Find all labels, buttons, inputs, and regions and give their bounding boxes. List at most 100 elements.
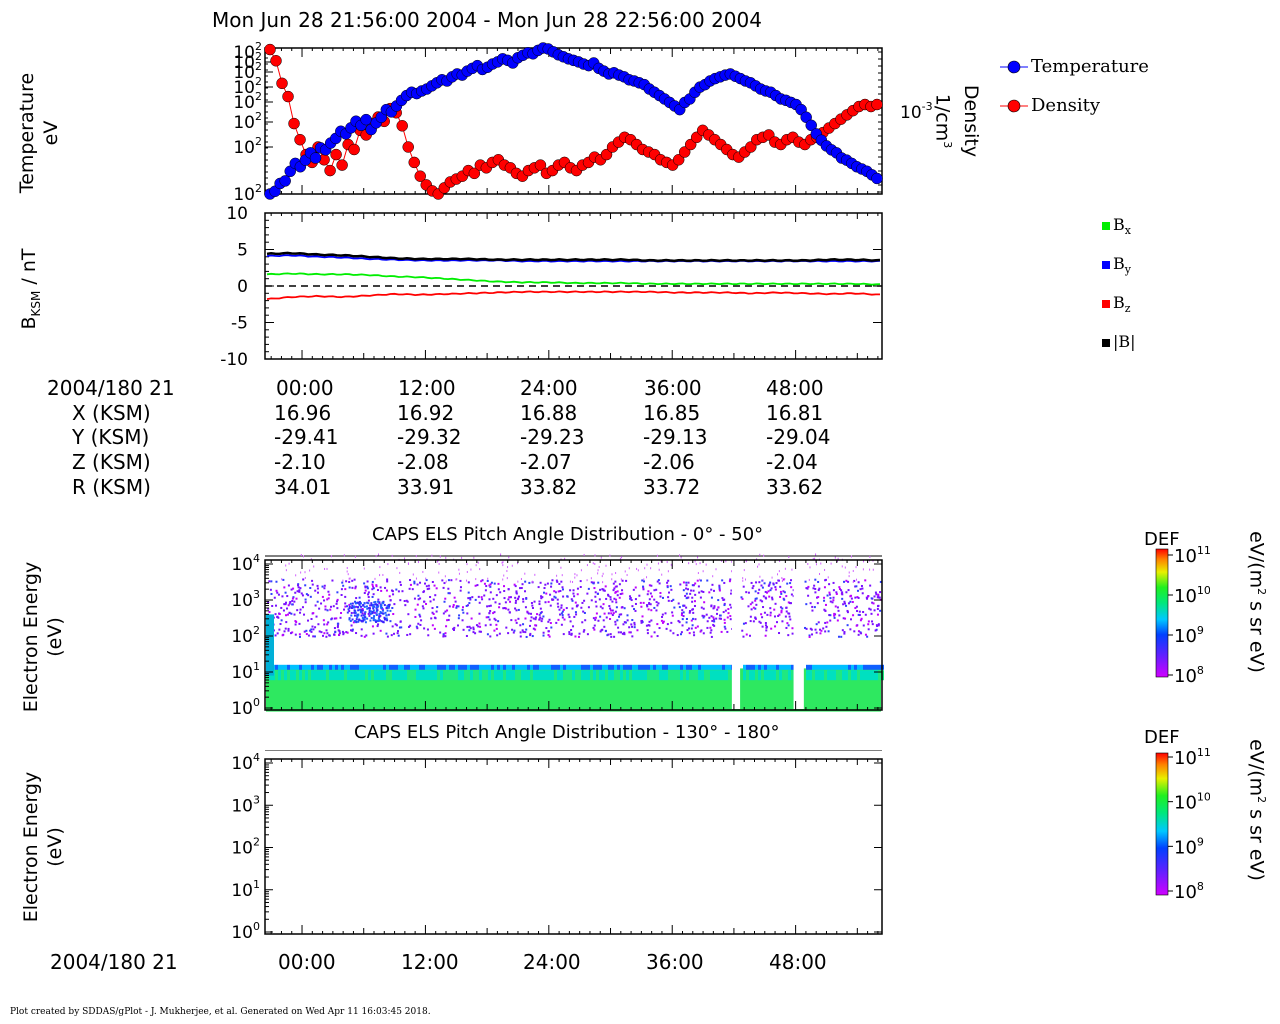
spectrogram-pixel	[479, 630, 482, 633]
spectrogram-pixel	[309, 595, 312, 598]
spectrogram-pixel	[457, 605, 460, 608]
spectrogram-pixel	[389, 609, 392, 612]
spectrogram-pixel	[270, 580, 273, 583]
spectrogram-pixel	[307, 619, 310, 622]
spectrogram-pixel	[745, 560, 747, 563]
band-edge-pixel	[824, 664, 827, 670]
spectrogram-pixel	[429, 600, 432, 603]
spectrogram-pixel	[715, 612, 718, 615]
spectrogram-pixel	[758, 588, 761, 591]
spectrogram-pixel	[554, 596, 557, 599]
spectrogram-pixel	[713, 605, 716, 608]
temperature-point	[360, 113, 372, 126]
spectrogram-pixel	[655, 588, 658, 591]
spectrogram-pixel	[856, 578, 858, 581]
spectrogram-pixel	[515, 590, 518, 593]
spectrogram-pixel	[288, 602, 291, 605]
ephemeris-time-row: 2004/180 21 00:00 12:00 24:00 36:00 48:0…	[0, 376, 1280, 401]
density-legend-marker	[1007, 99, 1021, 113]
spectrogram-pixel	[519, 635, 522, 638]
spectrogram-pixel	[301, 606, 304, 609]
band-edge-pixel	[281, 664, 284, 670]
spectrogram-pixel	[579, 580, 582, 583]
spectrogram-pixel	[646, 604, 649, 607]
spectrogram-pixel	[693, 604, 696, 607]
density-point	[534, 159, 547, 171]
band-pixel	[707, 670, 710, 681]
band-pixel	[716, 670, 719, 681]
spectrogram-pixel	[708, 591, 711, 594]
band-pixel	[350, 670, 353, 681]
spectrogram-pixel	[560, 566, 562, 569]
ephemeris-value: 16.85	[643, 401, 701, 425]
spectrogram-pixel	[626, 614, 629, 617]
spectrogram-pixel	[779, 595, 782, 598]
spectrogram-pixel	[334, 631, 337, 634]
spectrogram-pixel	[284, 603, 287, 606]
spectrogram-pixel	[595, 605, 598, 608]
density-point	[288, 117, 300, 130]
spectrogram-pixel	[380, 620, 383, 623]
spectrogram-pixel	[477, 625, 480, 628]
spectrogram-pixel	[515, 621, 518, 624]
spectrogram-pixel	[819, 572, 821, 575]
spectrogram-pixel	[601, 588, 604, 591]
band-pixel	[554, 670, 557, 681]
spectrogram-pixel	[532, 617, 535, 620]
spectrogram-pixel	[351, 628, 354, 631]
spectrogram-pixel	[775, 582, 778, 585]
band-edge-pixel	[452, 664, 455, 670]
band-pixel	[695, 670, 698, 681]
els-130-180-title: CAPS ELS Pitch Angle Distribution - 130°…	[354, 722, 780, 743]
spectrogram-pixel	[569, 620, 572, 623]
spectrogram-pixel	[336, 624, 339, 627]
spectrogram-pixel	[373, 601, 376, 604]
bottom-time-label: 12:00	[401, 950, 459, 974]
ephemeris-value: 16.88	[520, 401, 578, 425]
spectrogram-pixel	[784, 578, 786, 581]
band-edge-pixel	[524, 664, 527, 670]
spectrogram-pixel	[754, 597, 757, 600]
spectrogram-pixel	[332, 605, 335, 608]
spectrogram-pixel	[456, 578, 458, 581]
spectrogram-pixel	[620, 578, 622, 581]
spectrogram-pixel	[572, 589, 575, 592]
spectrogram-pixel	[455, 578, 457, 581]
spectrogram-pixel	[769, 581, 772, 584]
spectrogram-pixel	[467, 591, 470, 594]
electron-energy-label: Electron Energy	[20, 771, 42, 923]
ephemeris-row-label: Z (KSM)	[72, 450, 151, 474]
band-pixel	[431, 670, 434, 681]
energy-tick-label: 103	[231, 588, 260, 611]
spectrogram-pixel	[671, 611, 674, 614]
spectrogram-pixel	[348, 577, 350, 580]
spectrogram-pixel	[650, 567, 652, 570]
spectrogram-pixel	[469, 598, 472, 601]
spectrogram-pixel	[660, 619, 663, 622]
spectrogram-pixel	[685, 597, 688, 600]
band-edge-pixel	[866, 664, 869, 670]
spectrogram-pixel	[522, 630, 525, 633]
spectrogram-pixel	[350, 606, 353, 609]
band-pixel	[521, 670, 524, 681]
spectrogram-pixel	[712, 607, 715, 610]
spectrogram-pixel	[765, 597, 768, 600]
spectrogram-pixel	[465, 604, 468, 607]
band-pixel	[503, 670, 506, 681]
spectrogram-pixel	[347, 573, 349, 576]
spectrogram-pixel	[832, 599, 835, 602]
spectrogram-pixel	[413, 580, 416, 583]
band-edge-pixel	[674, 664, 677, 670]
spectrogram-pixel	[280, 619, 283, 622]
band-edge-pixel	[647, 664, 650, 670]
band-edge-pixel	[500, 664, 503, 670]
band-pixel	[644, 670, 647, 681]
spectrogram-pixel	[624, 621, 627, 624]
spectrogram-pixel	[612, 582, 615, 585]
spectrogram-pixel	[829, 600, 832, 603]
spectrogram-pixel	[399, 599, 402, 602]
temperature-legend-marker	[1007, 60, 1021, 74]
spectrogram-pixel	[360, 614, 363, 617]
spectrogram-pixel	[662, 620, 665, 623]
